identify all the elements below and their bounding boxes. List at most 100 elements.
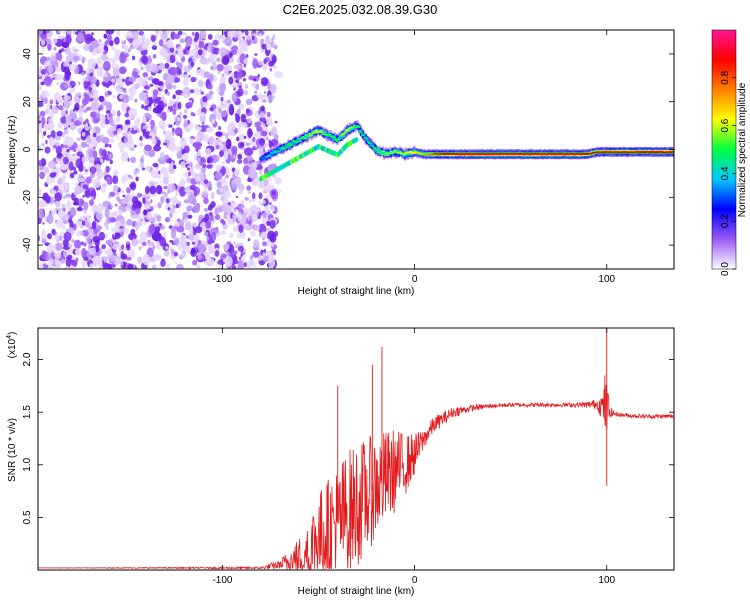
heatmap-cell [272,65,278,69]
heatmap-cell [60,58,64,63]
heatmap-cell [105,226,109,230]
heatmap-cell [191,171,197,180]
heatmap-cell [45,72,49,76]
heatmap-cell [41,116,46,126]
heatmap-cell [221,73,225,78]
heatmap-cell [92,132,97,138]
heatmap-cell [81,131,86,137]
heatmap-cell [126,58,130,62]
heatmap-ridge-cell [373,146,377,149]
heatmap-cell [82,166,87,172]
heatmap-cell [54,199,61,208]
heatmap-cell [221,160,226,165]
heatmap-cell [209,214,214,223]
heatmap-cell [175,203,179,208]
heatmap-cell [176,263,184,269]
heatmap-cell [88,228,92,232]
heatmap-cell [237,211,242,222]
heatmap-cell [208,212,213,216]
heatmap-cell [111,109,117,117]
heatmap-cell [112,175,119,185]
heatmap-ridge-cell [394,149,398,152]
heatmap-ridge-cell [262,158,266,160]
heatmap-cell [263,94,267,100]
heatmap-cell [152,89,159,97]
heatmap-cell [51,189,57,196]
heatmap-ridge-cell [365,138,369,141]
heatmap-cell [126,219,133,226]
heatmap-cell [268,60,275,67]
heatmap-cell [220,96,224,102]
heatmap-cell [112,94,116,99]
heatmap-cell [98,172,103,177]
heatmap-cell [148,224,156,235]
heatmap-cell [274,120,278,124]
heatmap-cell [173,239,180,246]
heatmap-cell [49,99,54,105]
heatmap-cell [180,161,187,169]
heatmap-cell [175,145,181,153]
heatmap-ridge-cell [268,155,272,157]
heatmap-cell [235,79,239,84]
heatmap-cell [238,245,244,252]
heatmap-cell [182,154,189,161]
heatmap-cell [255,83,260,91]
heatmap-cell [70,172,75,179]
heatmap-cell [221,204,227,212]
heatmap-cell [243,90,249,96]
heatmap-cell [188,232,195,241]
heatmap-cell [200,167,206,173]
heatmap-cell [241,30,245,33]
heatmap-cell [109,159,113,165]
bottom-x-axis-label: Height of straight line (km) [298,586,415,597]
heatmap-cell [179,74,185,78]
heatmap-ridge-cell [354,137,359,143]
heatmap-cell [252,30,257,34]
heatmap-cell [40,78,45,81]
heatmap-cell [99,114,106,122]
heatmap-cell [151,264,157,269]
heatmap-cell [124,112,130,118]
heatmap-cell [222,258,226,263]
heatmap-cell [65,153,68,157]
heatmap-cell [61,224,66,230]
heatmap-cell [65,136,75,147]
heatmap-cell [192,204,201,213]
heatmap-cell [233,154,236,159]
heatmap-cell [115,196,121,202]
heatmap-cell [56,130,63,137]
heatmap-cell [178,50,184,58]
heatmap-cell [104,207,110,218]
heatmap-cell [104,143,110,148]
heatmap-cell [68,63,77,71]
heatmap-cell [91,247,97,254]
heatmap-cell [203,57,207,63]
heatmap-cell [200,30,207,40]
heatmap-cell [79,230,84,236]
heatmap-cell [251,260,256,266]
heatmap-cell [268,261,274,269]
heatmap-cell [82,121,87,125]
heatmap-cell [205,148,212,155]
heatmap-cell [268,139,272,145]
heatmap-cell [191,241,196,245]
heatmap-cell [66,149,70,153]
heatmap-cell [152,162,159,168]
heatmap-ridge-cell [412,152,416,155]
x-tick-label: 100 [598,575,615,586]
heatmap-cell [137,129,140,133]
heatmap-cell [259,170,263,176]
heatmap-cell [82,184,88,190]
heatmap-cell [124,227,129,234]
heatmap-cell [206,236,210,241]
heatmap-cell [168,143,175,152]
heatmap-cell [38,30,43,36]
heatmap-cell [99,158,104,163]
heatmap-cell [223,68,229,77]
heatmap-cell [214,171,223,180]
heatmap-cell [81,259,86,269]
heatmap-cell [179,137,187,148]
heatmap-cell [96,43,100,47]
heatmap-cell [269,202,272,205]
heatmap-cell [120,151,129,162]
